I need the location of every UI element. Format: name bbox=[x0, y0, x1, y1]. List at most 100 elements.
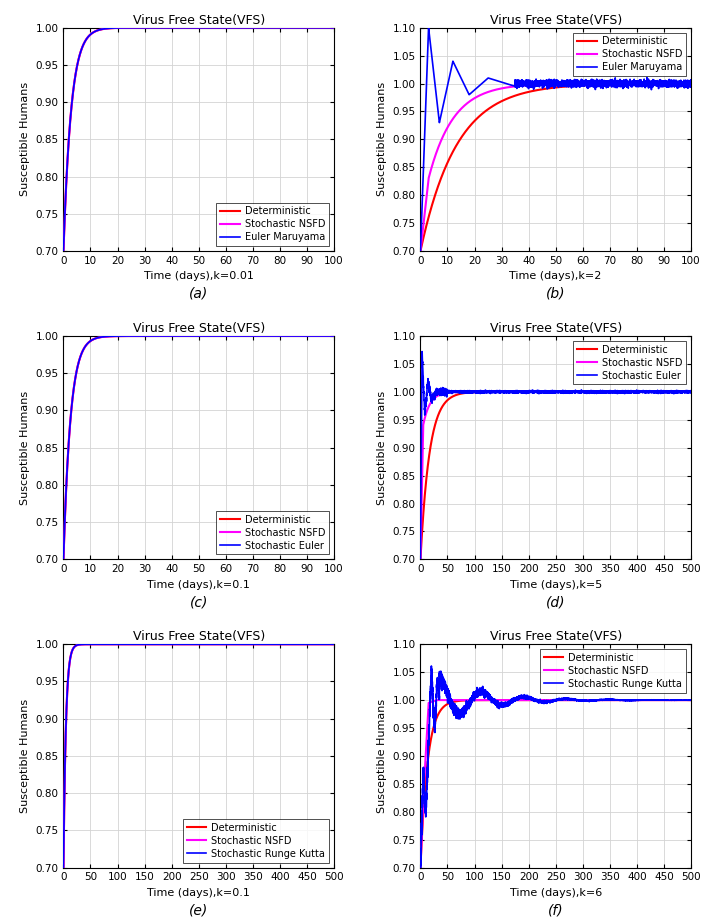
Deterministic bbox=[330, 639, 338, 650]
Stochastic Euler bbox=[639, 387, 647, 398]
Stochastic NSFD bbox=[639, 386, 647, 397]
Stochastic Runge Kutta bbox=[221, 639, 230, 650]
Deterministic bbox=[59, 554, 68, 565]
Deterministic bbox=[109, 330, 117, 342]
Line: Deterministic: Deterministic bbox=[63, 28, 334, 251]
Euler Maruyama bbox=[221, 22, 230, 33]
X-axis label: Time (days),k=5: Time (days),k=5 bbox=[510, 580, 602, 590]
Deterministic bbox=[330, 22, 338, 33]
Text: (d): (d) bbox=[546, 595, 565, 609]
Line: Deterministic: Deterministic bbox=[420, 391, 691, 559]
Stochastic Euler bbox=[281, 330, 290, 342]
Text: (b): (b) bbox=[546, 287, 565, 301]
Stochastic NSFD bbox=[59, 554, 68, 565]
Stochastic Euler bbox=[221, 330, 230, 342]
Legend: Deterministic, Stochastic NSFD, Stochastic Euler: Deterministic, Stochastic NSFD, Stochast… bbox=[216, 510, 329, 555]
Stochastic Euler bbox=[618, 385, 627, 396]
Stochastic Runge Kutta bbox=[639, 694, 647, 705]
Stochastic NSFD bbox=[520, 386, 528, 397]
Stochastic NSFD bbox=[281, 330, 290, 342]
Line: Euler Maruyama: Euler Maruyama bbox=[63, 28, 334, 251]
Stochastic Runge Kutta bbox=[281, 639, 290, 650]
Euler Maruyama bbox=[330, 22, 338, 33]
Stochastic NSFD bbox=[618, 694, 627, 705]
Y-axis label: Susceptible Humans: Susceptible Humans bbox=[377, 82, 387, 197]
Deterministic bbox=[520, 386, 528, 397]
Deterministic bbox=[520, 694, 528, 705]
Deterministic bbox=[578, 694, 587, 705]
Stochastic NSFD bbox=[281, 639, 290, 650]
Text: (c): (c) bbox=[190, 595, 208, 609]
Deterministic bbox=[578, 386, 587, 397]
Euler Maruyama bbox=[579, 75, 587, 86]
Euler Maruyama bbox=[261, 22, 269, 33]
Deterministic bbox=[281, 22, 290, 33]
Deterministic bbox=[687, 694, 695, 705]
Euler Maruyama bbox=[639, 79, 647, 90]
Deterministic bbox=[618, 386, 627, 397]
Deterministic bbox=[163, 639, 171, 650]
Stochastic NSFD bbox=[465, 387, 474, 398]
Stochastic Runge Kutta bbox=[592, 695, 601, 706]
Euler Maruyama bbox=[520, 78, 528, 89]
Stochastic NSFD bbox=[281, 22, 290, 33]
Deterministic bbox=[465, 121, 474, 132]
Stochastic Euler bbox=[317, 330, 326, 342]
Deterministic bbox=[639, 386, 647, 397]
Stochastic Runge Kutta bbox=[687, 694, 695, 705]
Deterministic bbox=[465, 695, 474, 706]
Deterministic bbox=[221, 639, 230, 650]
Euler Maruyama bbox=[109, 22, 117, 33]
Deterministic bbox=[281, 639, 290, 650]
Deterministic bbox=[59, 862, 68, 873]
Line: Stochastic Runge Kutta: Stochastic Runge Kutta bbox=[420, 666, 691, 872]
Stochastic NSFD bbox=[261, 330, 269, 342]
Euler Maruyama bbox=[326, 22, 335, 33]
Stochastic NSFD bbox=[221, 330, 230, 342]
X-axis label: Time (days),k=6: Time (days),k=6 bbox=[510, 888, 602, 898]
Stochastic Euler bbox=[235, 330, 243, 342]
Stochastic NSFD bbox=[109, 639, 117, 650]
Deterministic bbox=[317, 330, 326, 342]
Stochastic NSFD bbox=[432, 694, 441, 705]
Legend: Deterministic, Stochastic NSFD, Stochastic Euler: Deterministic, Stochastic NSFD, Stochast… bbox=[573, 341, 686, 385]
Deterministic bbox=[163, 22, 171, 33]
Deterministic bbox=[261, 639, 269, 650]
Stochastic NSFD bbox=[59, 862, 68, 873]
Stochastic NSFD bbox=[330, 639, 338, 650]
Stochastic Euler bbox=[418, 346, 427, 357]
Line: Deterministic: Deterministic bbox=[420, 700, 691, 868]
Deterministic bbox=[618, 694, 627, 705]
Line: Stochastic Runge Kutta: Stochastic Runge Kutta bbox=[63, 644, 334, 868]
Deterministic bbox=[59, 246, 68, 257]
Stochastic NSFD bbox=[235, 22, 243, 33]
Line: Deterministic: Deterministic bbox=[63, 644, 334, 868]
Deterministic bbox=[678, 694, 686, 705]
Stochastic Euler bbox=[579, 386, 587, 397]
Y-axis label: Susceptible Humans: Susceptible Humans bbox=[377, 390, 387, 505]
Stochastic Runge Kutta bbox=[163, 639, 171, 650]
Y-axis label: Susceptible Humans: Susceptible Humans bbox=[20, 699, 30, 813]
Stochastic Runge Kutta bbox=[59, 862, 68, 873]
Stochastic NSFD bbox=[618, 78, 627, 90]
Euler Maruyama bbox=[424, 22, 433, 33]
Stochastic Runge Kutta bbox=[330, 639, 338, 650]
Stochastic Euler bbox=[109, 330, 117, 342]
Deterministic bbox=[416, 554, 424, 565]
Deterministic bbox=[221, 330, 230, 342]
Stochastic NSFD bbox=[317, 330, 326, 342]
Title: Virus Free State(VFS): Virus Free State(VFS) bbox=[489, 630, 622, 643]
Euler Maruyama bbox=[235, 22, 243, 33]
Stochastic Runge Kutta bbox=[427, 661, 436, 672]
Deterministic bbox=[326, 22, 335, 33]
Stochastic Euler bbox=[520, 387, 528, 398]
X-axis label: Time (days),k=0.1: Time (days),k=0.1 bbox=[147, 580, 250, 590]
Stochastic Runge Kutta bbox=[416, 851, 424, 862]
Stochastic NSFD bbox=[261, 639, 269, 650]
Y-axis label: Susceptible Humans: Susceptible Humans bbox=[20, 82, 30, 197]
Deterministic bbox=[687, 78, 695, 90]
Euler Maruyama bbox=[618, 79, 627, 90]
Euler Maruyama bbox=[281, 22, 290, 33]
Stochastic Runge Kutta bbox=[416, 867, 424, 878]
Line: Stochastic NSFD: Stochastic NSFD bbox=[420, 391, 691, 559]
